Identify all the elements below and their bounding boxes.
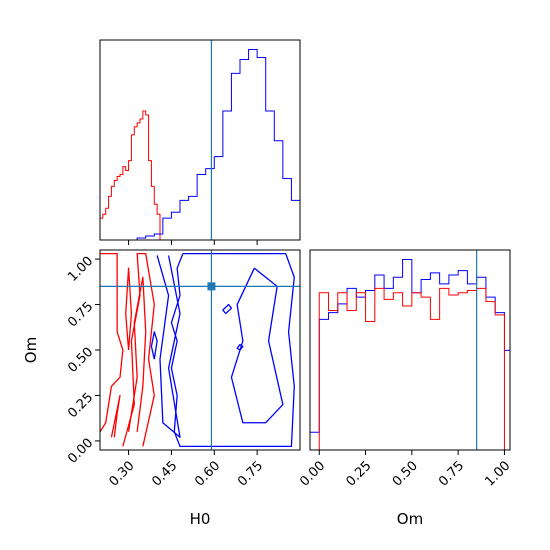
om-axis-label: Om <box>397 510 423 528</box>
contour-5 <box>156 255 181 438</box>
contour-3 <box>125 267 133 351</box>
om-marginal-x-tick-label-2: 0.50 <box>390 458 421 489</box>
h0-om-x-tick-label-2: 0.60 <box>192 458 223 489</box>
h0-om-x-tick-label-1: 0.45 <box>149 458 180 489</box>
contour-7 <box>230 267 284 424</box>
h0-om-y-tick-label-2: 0.50 <box>65 345 96 376</box>
om-marginal-panel: 0.00 0.25 0.50 0.75 1.00 Om <box>297 249 513 528</box>
contour-10 <box>150 331 158 360</box>
h0-om-y-tick-label-0: 0.00 <box>65 436 96 467</box>
h0-om-x-tick-label-0: 0.30 <box>107 458 138 489</box>
h0-axis-label: H0 <box>190 510 211 528</box>
h0-om-x-tick-label-3: 0.75 <box>235 458 266 489</box>
om-axis-label-vertical: Om <box>22 337 40 363</box>
contour-4 <box>110 394 121 438</box>
h0-om-y-tick-label-1: 0.25 <box>65 390 96 421</box>
h0-marginal-hist-0 <box>100 110 161 240</box>
h0-om-y-tick-label-4: 1.00 <box>65 254 96 285</box>
om-marginal-hist-0 <box>310 259 510 450</box>
contour-6 <box>170 252 295 448</box>
contour-2 <box>127 276 147 432</box>
h0-om-contour-panel: 0.30 0.45 0.60 0.75 0.00 0.25 0.50 0.75 1.00 H0 Om <box>22 249 301 528</box>
truth-marker <box>207 282 216 291</box>
contour-9 <box>236 343 244 351</box>
h0-om-y-tick-label-3: 0.75 <box>65 299 96 330</box>
h0-marginal-hist-1 <box>136 49 300 240</box>
contour-0 <box>100 252 124 433</box>
contour-1 <box>122 252 155 447</box>
h0-marginal-panel <box>99 39 301 245</box>
om-marginal-x-tick-label-3: 0.75 <box>436 458 467 489</box>
om-marginal-frame <box>309 249 511 451</box>
om-marginal-x-tick-label-1: 0.25 <box>344 458 375 489</box>
contour-8 <box>222 303 233 315</box>
om-marginal-x-tick-label-0: 0.00 <box>297 458 328 489</box>
h0-marginal-frame <box>99 39 301 241</box>
om-marginal-x-tick-label-4: 1.00 <box>482 458 513 489</box>
